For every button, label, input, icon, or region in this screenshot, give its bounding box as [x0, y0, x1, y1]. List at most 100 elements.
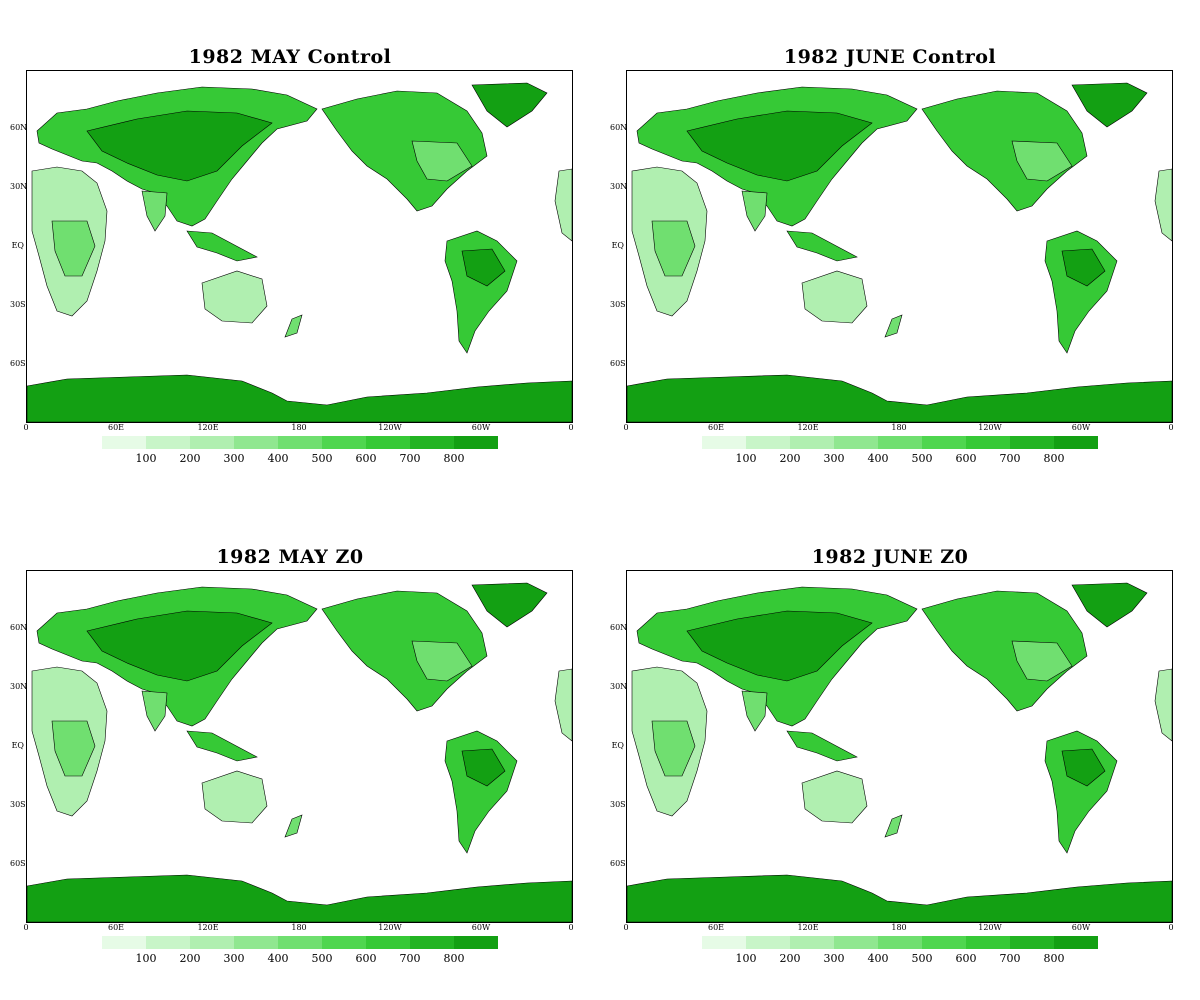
lat-label: 60S	[10, 359, 26, 368]
panel-title: 1982 MAY Control	[188, 46, 392, 68]
lon-label: 120E	[797, 923, 819, 932]
s-america-landmass	[1044, 730, 1118, 854]
n-america-east-landmass	[411, 640, 473, 682]
lat-label: 60N	[610, 123, 628, 132]
colorbar-swatch	[790, 936, 834, 949]
colorbar-tick-label: 300	[823, 452, 845, 465]
colorbar-swatch	[190, 936, 234, 949]
colorbar-swatch	[922, 936, 966, 949]
colorbar-swatch	[278, 936, 322, 949]
lon-label: 60E	[107, 923, 125, 932]
colorbar-swatch	[278, 436, 322, 449]
panel-title: 1982 JUNE Control	[783, 46, 997, 68]
colorbar-tick-label: 700	[999, 452, 1021, 465]
antarctica-landmass	[627, 374, 1172, 422]
lat-label: EQ	[11, 241, 24, 250]
colorbar-tick-label: 800	[1043, 952, 1065, 965]
colorbar-swatch	[702, 436, 746, 449]
lat-label: 60N	[10, 123, 28, 132]
lon-label: 0	[23, 423, 29, 432]
colorbar-swatch	[1010, 936, 1054, 949]
australia-landmass	[201, 770, 268, 824]
africa-right-landmass	[554, 168, 572, 242]
africa-right-landmass	[554, 668, 572, 742]
greenland-landmass	[1071, 582, 1148, 628]
colorbar-tick-label: 500	[311, 452, 333, 465]
greenland-landmass	[471, 82, 548, 128]
colorbar-tick-label: 100	[135, 952, 157, 965]
lon-label: 120E	[197, 423, 219, 432]
lat-label: 30N	[10, 682, 28, 691]
antarctica-landmass	[27, 374, 572, 422]
lat-label: 60N	[10, 623, 28, 632]
colorbar-tick-label: 800	[443, 452, 465, 465]
colorbar-swatch	[834, 936, 878, 949]
n-america-east-landmass	[1011, 140, 1073, 182]
lon-label: 180	[291, 923, 307, 932]
lon-label: 180	[891, 423, 907, 432]
africa-central-landmass	[651, 720, 696, 777]
se-asia-landmass	[786, 230, 858, 262]
world-map	[27, 582, 572, 922]
nz-landmass	[284, 814, 303, 838]
lon-label: 60W	[471, 923, 491, 932]
nz-landmass	[284, 314, 303, 338]
colorbar	[102, 436, 498, 449]
lon-label: 180	[291, 423, 307, 432]
colorbar-swatch	[146, 936, 190, 949]
lon-label: 0	[623, 923, 629, 932]
colorbar-tick-label: 400	[867, 452, 889, 465]
australia-landmass	[801, 770, 868, 824]
lat-label: 60N	[610, 623, 628, 632]
lon-label: 60E	[107, 423, 125, 432]
africa-central-landmass	[51, 220, 96, 277]
colorbar-swatch	[878, 936, 922, 949]
lon-label: 120W	[378, 423, 402, 432]
nz-landmass	[884, 314, 903, 338]
lat-label: EQ	[11, 741, 24, 750]
colorbar-tick-label: 400	[267, 452, 289, 465]
colorbar-ticks: 100 200 300 400 500 600 700 800	[702, 452, 1098, 466]
colorbar-tick-label: 300	[823, 952, 845, 965]
map-frame	[26, 570, 573, 923]
nz-landmass	[884, 814, 903, 838]
colorbar-swatch	[322, 936, 366, 949]
se-asia-landmass	[186, 230, 258, 262]
lon-label: 0	[1168, 923, 1174, 932]
colorbar-swatch	[922, 436, 966, 449]
s-america-center-landmass	[461, 748, 506, 787]
lat-label: 30S	[10, 800, 26, 809]
map-panel-may-control: 1982 MAY Control 60N 30N EQ 30S 60S 0 60E 120E 1…	[10, 46, 574, 486]
n-america-east-landmass	[1011, 640, 1073, 682]
colorbar-swatch	[1054, 936, 1098, 949]
lat-label: 30N	[610, 682, 628, 691]
lat-label: 30S	[10, 300, 26, 309]
colorbar-swatch	[234, 436, 278, 449]
lon-label: 0	[23, 923, 29, 932]
australia-landmass	[201, 270, 268, 324]
colorbar-tick-label: 600	[955, 452, 977, 465]
colorbar-tick-label: 200	[179, 452, 201, 465]
colorbar-tick-label: 400	[867, 952, 889, 965]
map-frame	[26, 70, 573, 423]
colorbar-tick-label: 600	[355, 452, 377, 465]
colorbar-tick-label: 800	[1043, 452, 1065, 465]
s-america-landmass	[444, 230, 518, 354]
africa-central-landmass	[651, 220, 696, 277]
eurasia-interior-landmass	[86, 110, 273, 182]
lon-label: 60E	[707, 923, 725, 932]
colorbar-tick-label: 200	[779, 452, 801, 465]
india-landmass	[141, 690, 168, 732]
colorbar-tick-label: 400	[267, 952, 289, 965]
lon-label: 0	[623, 423, 629, 432]
lat-label: 60S	[10, 859, 26, 868]
map-frame	[626, 570, 1173, 923]
colorbar-swatch	[366, 436, 410, 449]
lat-label: 30S	[610, 800, 626, 809]
colorbar-tick-label: 500	[911, 952, 933, 965]
antarctica-landmass	[627, 874, 1172, 922]
eurasia-interior-landmass	[686, 110, 873, 182]
colorbar-ticks: 100 200 300 400 500 600 700 800	[102, 452, 498, 466]
colorbar-tick-label: 100	[135, 452, 157, 465]
lon-label: 60W	[1071, 923, 1091, 932]
